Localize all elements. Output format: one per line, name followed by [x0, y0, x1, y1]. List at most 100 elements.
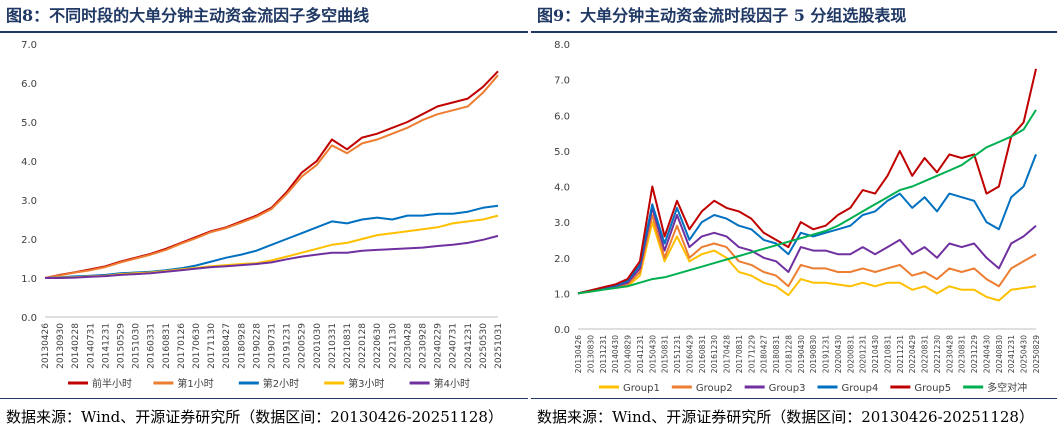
right-title-rule — [531, 31, 1057, 33]
right-chart: 0.0 1.0 2.0 3.0 4.0 5.0 6.0 7.0 8.0 20130426 20130… — [554, 40, 1041, 394]
left-x-tick-label: 20180928 — [237, 323, 247, 369]
right-y-tick-label: 6.0 — [554, 111, 570, 122]
left-y-tick-label: 7.0 — [21, 40, 37, 51]
right-x-tick-label: 20240430 — [982, 335, 991, 373]
right-x-tick-label: 20220429 — [908, 335, 917, 373]
right-y-tick-label: 4.0 — [554, 183, 570, 194]
right-x-tick-label: 20241231 — [1007, 335, 1016, 373]
right-y-tick-label: 8.0 — [554, 40, 570, 51]
right-x-tick-label: 20190430 — [797, 335, 806, 373]
left-legend-label: 第2小时 — [263, 377, 299, 390]
left-x-tick-label: 20200529 — [298, 323, 308, 369]
left-x-tick-label: 20230428 — [403, 323, 413, 369]
right-x-tick-label: 20200430 — [834, 335, 843, 373]
right-x-tick-label: 20150831 — [661, 335, 670, 373]
right-x-tick-label: 20250829 — [1032, 335, 1041, 373]
right-plot-frame: 0.0 1.0 2.0 3.0 4.0 5.0 6.0 7.0 8.0 20130426 20130… — [531, 34, 1057, 399]
left-figure-title: 图8：不同时段的大单分钟主动资金流因子多空曲线 — [6, 6, 370, 25]
right-x-tick-label: 20230831 — [958, 335, 967, 373]
right-series-line-4 — [577, 154, 1037, 295]
left-chart: 0.0 1.0 2.0 3.0 4.0 5.0 6.0 7.0 20130426 20130930… — [21, 40, 504, 390]
right-x-tick-label: 20130830 — [586, 335, 595, 373]
right-x-tick-label: 20180831 — [772, 335, 781, 373]
right-x-tick-label: 20131231 — [599, 335, 608, 373]
right-y-tick-label: 7.0 — [554, 76, 570, 87]
right-y-tick-label: 1.0 — [554, 289, 570, 300]
left-legend-label: 前半小时 — [92, 377, 132, 390]
right-figure-title: 图9：大单分钟主动资金流时段因子 5 分组选股表现 — [537, 6, 907, 25]
right-x-tick-label: 20211231 — [896, 335, 905, 373]
right-series-line-6 — [577, 109, 1037, 295]
left-y-tick-label: 0.0 — [21, 313, 37, 324]
right-x-tick-label: 20171229 — [747, 335, 756, 373]
left-x-tick-label: 20140731 — [86, 323, 96, 369]
left-x-tick-label: 20151030 — [132, 323, 142, 369]
right-x-tick-label: 20140430 — [611, 335, 620, 373]
left-title-rule — [0, 31, 528, 33]
right-legend-label: Group1 — [623, 383, 660, 394]
right-x-tick-label: 20170428 — [723, 335, 732, 373]
left-figure: 图8：不同时段的大单分钟主动资金流因子多空曲线 0.0 1.0 2.0 3.0 4.0 5… — [0, 0, 528, 436]
left-source-note: 数据来源：Wind、开源证券研究所（数据区间：20130426-20251128… — [6, 408, 503, 426]
left-x-tick-label: 20251031 — [494, 323, 504, 369]
left-x-tick-label: 20210331 — [328, 323, 338, 369]
left-x-tick-label: 20201030 — [313, 323, 323, 369]
left-x-tick-label: 20190228 — [252, 323, 262, 369]
right-x-tick-label: 20210430 — [871, 335, 880, 373]
left-x-tick-label: 20240229 — [434, 323, 444, 369]
right-figure: 图9：大单分钟主动资金流时段因子 5 分组选股表现 0.0 1.0 2.0 3.0 4.… — [531, 0, 1057, 436]
right-x-tick-label: 20201231 — [859, 335, 868, 373]
right-x-tick-label: 20240830 — [995, 335, 1004, 373]
left-y-tick-label: 6.0 — [21, 79, 37, 90]
left-x-tick-label: 20240731 — [449, 323, 459, 369]
left-x-tick-label: 20150529 — [117, 323, 127, 369]
left-x-tick-label: 20141231 — [101, 323, 111, 369]
left-series-line-5 — [45, 234, 499, 279]
left-series-line-3 — [44, 204, 499, 279]
right-series-line-3 — [577, 206, 1037, 295]
left-x-tick-label: 20180427 — [222, 323, 232, 369]
panel-divider — [528, 0, 531, 436]
right-x-tick-label: 20160429 — [685, 335, 694, 373]
left-x-tick-label: 20140228 — [71, 323, 81, 369]
right-x-tick-label: 20141231 — [636, 335, 645, 373]
left-x-tick-label: 20230928 — [419, 323, 429, 369]
right-x-tick-label: 20151231 — [673, 335, 682, 373]
left-x-tick-label: 20220630 — [373, 323, 383, 369]
left-y-tick-label: 5.0 — [21, 118, 37, 129]
right-legend-label: Group4 — [842, 383, 879, 394]
right-legend-label: Group5 — [914, 383, 951, 394]
left-x-tick-label: 20130930 — [56, 323, 66, 369]
left-x-tick-label: 20170630 — [192, 323, 202, 369]
right-x-tick-label: 20181228 — [784, 335, 793, 373]
left-x-tick-label: 20191231 — [283, 323, 293, 369]
left-x-tick-label: 20171130 — [207, 323, 217, 369]
left-x-tick-label: 20220128 — [358, 323, 368, 369]
left-legend-label: 第1小时 — [177, 377, 213, 390]
right-x-tick-label: 20160831 — [698, 335, 707, 373]
right-x-tick-label: 20150430 — [648, 335, 657, 373]
right-x-tick-label: 20170831 — [735, 335, 744, 373]
right-x-tick-label: 20210831 — [883, 335, 892, 373]
left-plot-frame: 0.0 1.0 2.0 3.0 4.0 5.0 6.0 7.0 20130426 20130930… — [0, 34, 528, 399]
right-x-tick-label: 20190830 — [809, 335, 818, 373]
left-x-tick-label: 20241231 — [464, 323, 474, 369]
right-x-tick-label: 20231229 — [970, 335, 979, 373]
left-legend-label: 第4小时 — [434, 377, 470, 390]
right-x-tick-label: 20161230 — [710, 335, 719, 373]
left-x-tick-label: 20130426 — [41, 323, 51, 369]
right-x-tick-label: 20250430 — [1020, 335, 1029, 373]
right-y-tick-label: 5.0 — [554, 147, 570, 158]
right-x-tick-label: 20130426 — [574, 335, 583, 373]
right-x-tick-label: 20200831 — [846, 335, 855, 373]
left-y-tick-label: 1.0 — [21, 274, 37, 285]
left-x-tick-label: 20210831 — [343, 323, 353, 369]
left-x-tick-label: 20250530 — [479, 323, 489, 369]
right-y-tick-label: 0.0 — [554, 325, 570, 336]
right-y-tick-label: 2.0 — [554, 254, 570, 265]
right-x-tick-label: 20191231 — [822, 335, 831, 373]
right-x-tick-label: 20230428 — [945, 335, 954, 373]
left-x-tick-label: 20160331 — [147, 323, 157, 369]
right-series-line-5 — [577, 68, 1037, 295]
left-x-tick-label: 20221130 — [388, 323, 398, 369]
